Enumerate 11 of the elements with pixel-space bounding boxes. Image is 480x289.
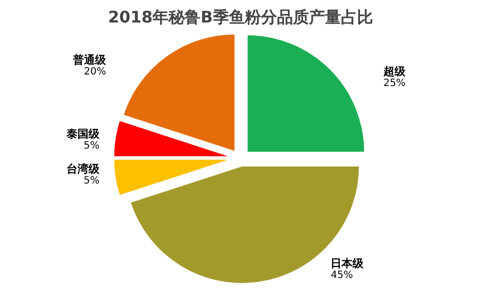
slice-label: 泰国级 — [65, 127, 100, 140]
slice-label: 日本级 — [330, 256, 365, 270]
data-label: 20% — [84, 66, 106, 78]
data-label: 45% — [330, 270, 353, 281]
slice-label: 超级 — [382, 64, 406, 78]
slice-label: 台湾级 — [66, 162, 100, 176]
data-label: 5% — [84, 140, 100, 152]
slice-label: 普通级 — [72, 53, 108, 66]
chart-title: 2018年秘鲁B季鱼粉分品质产量占比 — [108, 8, 373, 26]
data-label: 25% — [383, 78, 406, 89]
data-label: 5% — [84, 176, 100, 187]
